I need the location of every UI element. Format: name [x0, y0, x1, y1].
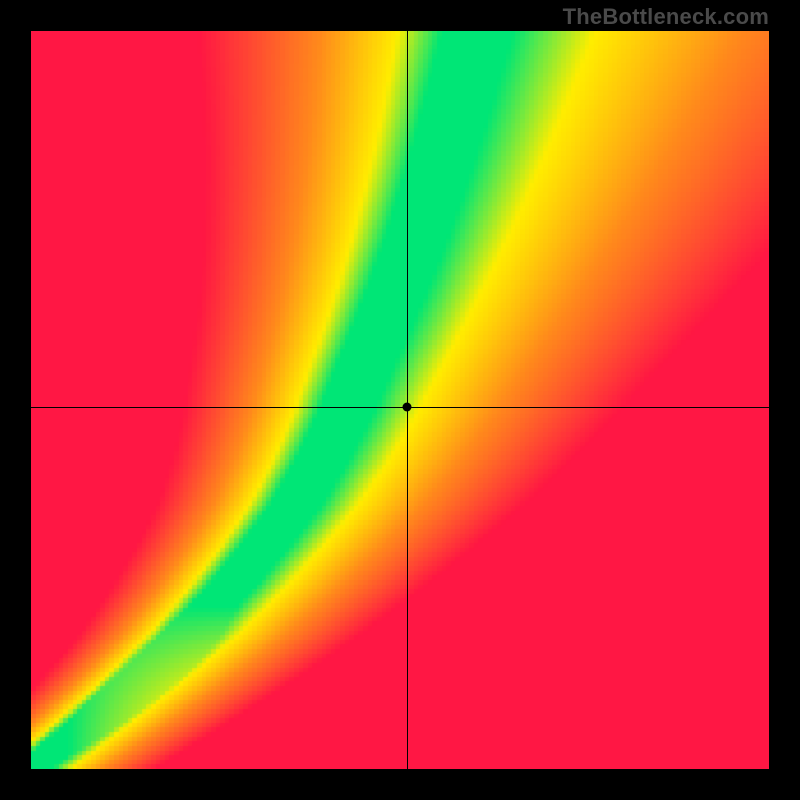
watermark-label: TheBottleneck.com	[563, 4, 769, 30]
marker-dot	[403, 403, 412, 412]
plot-area	[31, 31, 769, 769]
crosshair-vertical	[407, 31, 408, 769]
chart-container: { "canvas": { "width": 800, "height": 80…	[0, 0, 800, 800]
crosshair-horizontal	[31, 407, 769, 408]
heatmap-canvas	[31, 31, 769, 769]
